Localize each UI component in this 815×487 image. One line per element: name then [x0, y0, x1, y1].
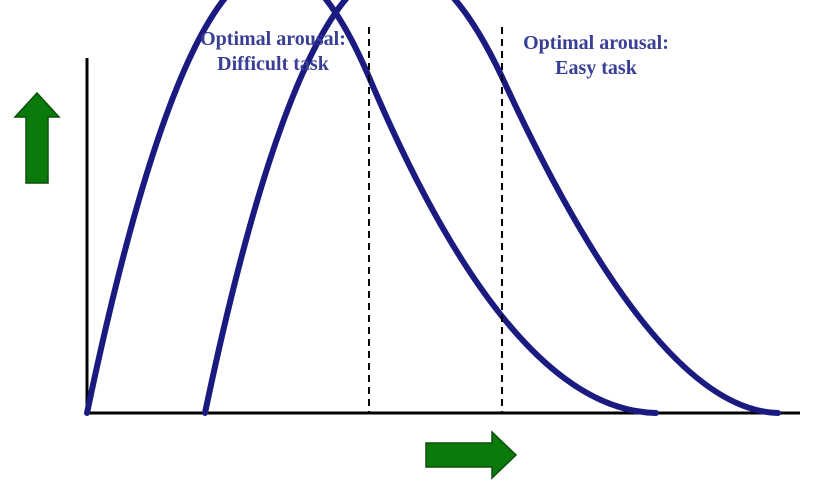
- arrow-right-icon: [425, 430, 518, 480]
- difficult-task-label-line2: Difficult task: [217, 53, 330, 75]
- difficult-task-label-line1: Optimal arousal:: [200, 28, 346, 50]
- easy-task-curve: [202, 0, 781, 416]
- difficult-task-curve: [84, 0, 659, 416]
- easy-task-label-line2: Easy task: [555, 57, 638, 79]
- arrow-up-icon: [13, 91, 61, 184]
- easy-task-label-line1: Optimal arousal:: [523, 32, 669, 54]
